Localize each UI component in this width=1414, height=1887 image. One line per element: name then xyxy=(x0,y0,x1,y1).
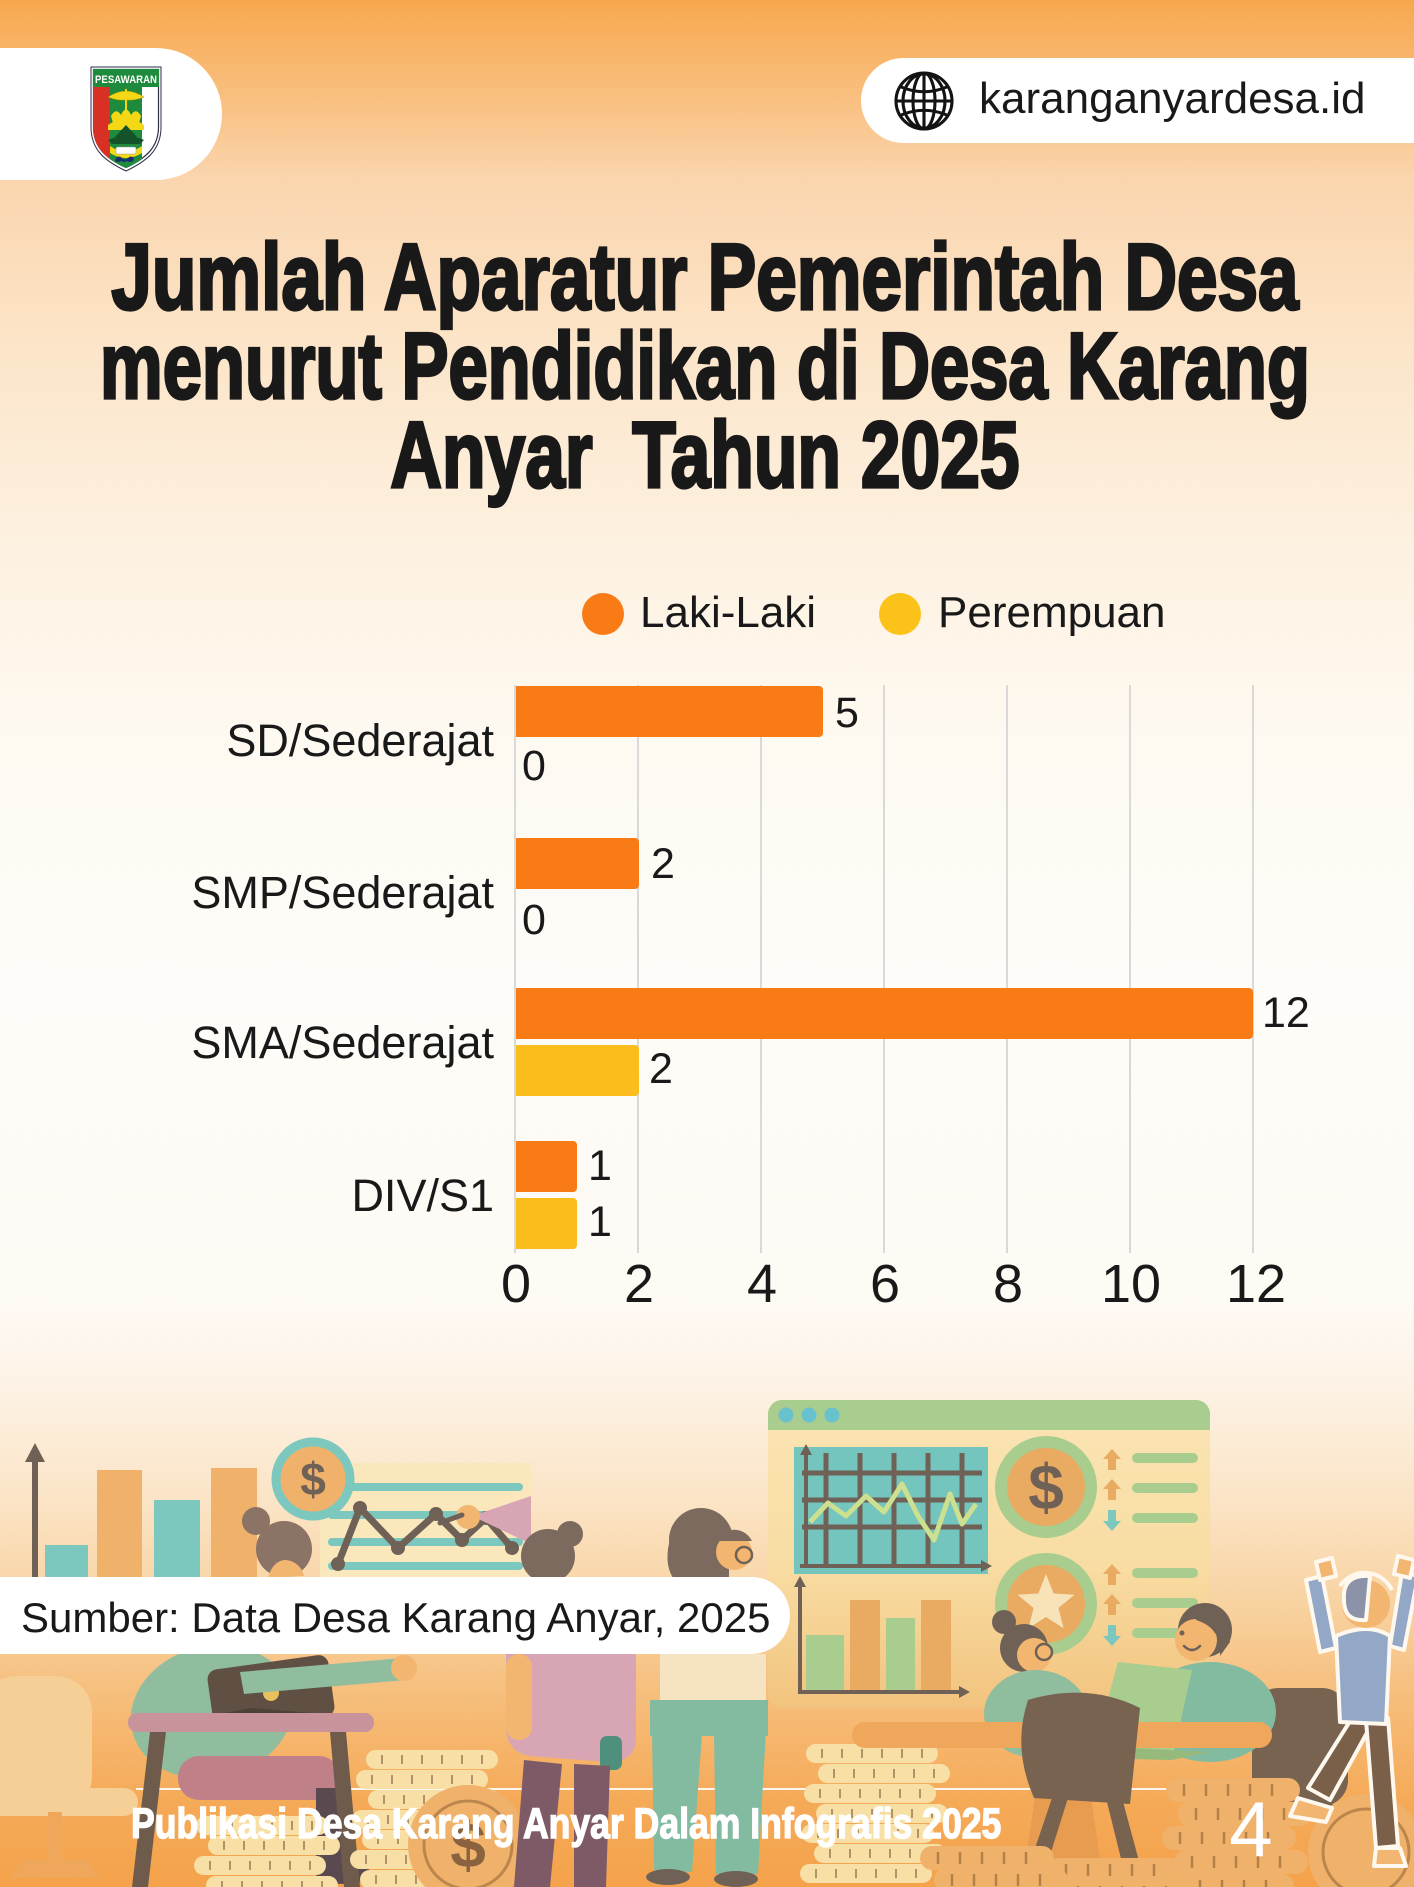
svg-text:$: $ xyxy=(300,1453,326,1505)
svg-text:$: $ xyxy=(450,1809,486,1881)
svg-text:PESAWARAN: PESAWARAN xyxy=(95,74,157,86)
svg-text:$: $ xyxy=(1028,1451,1064,1523)
